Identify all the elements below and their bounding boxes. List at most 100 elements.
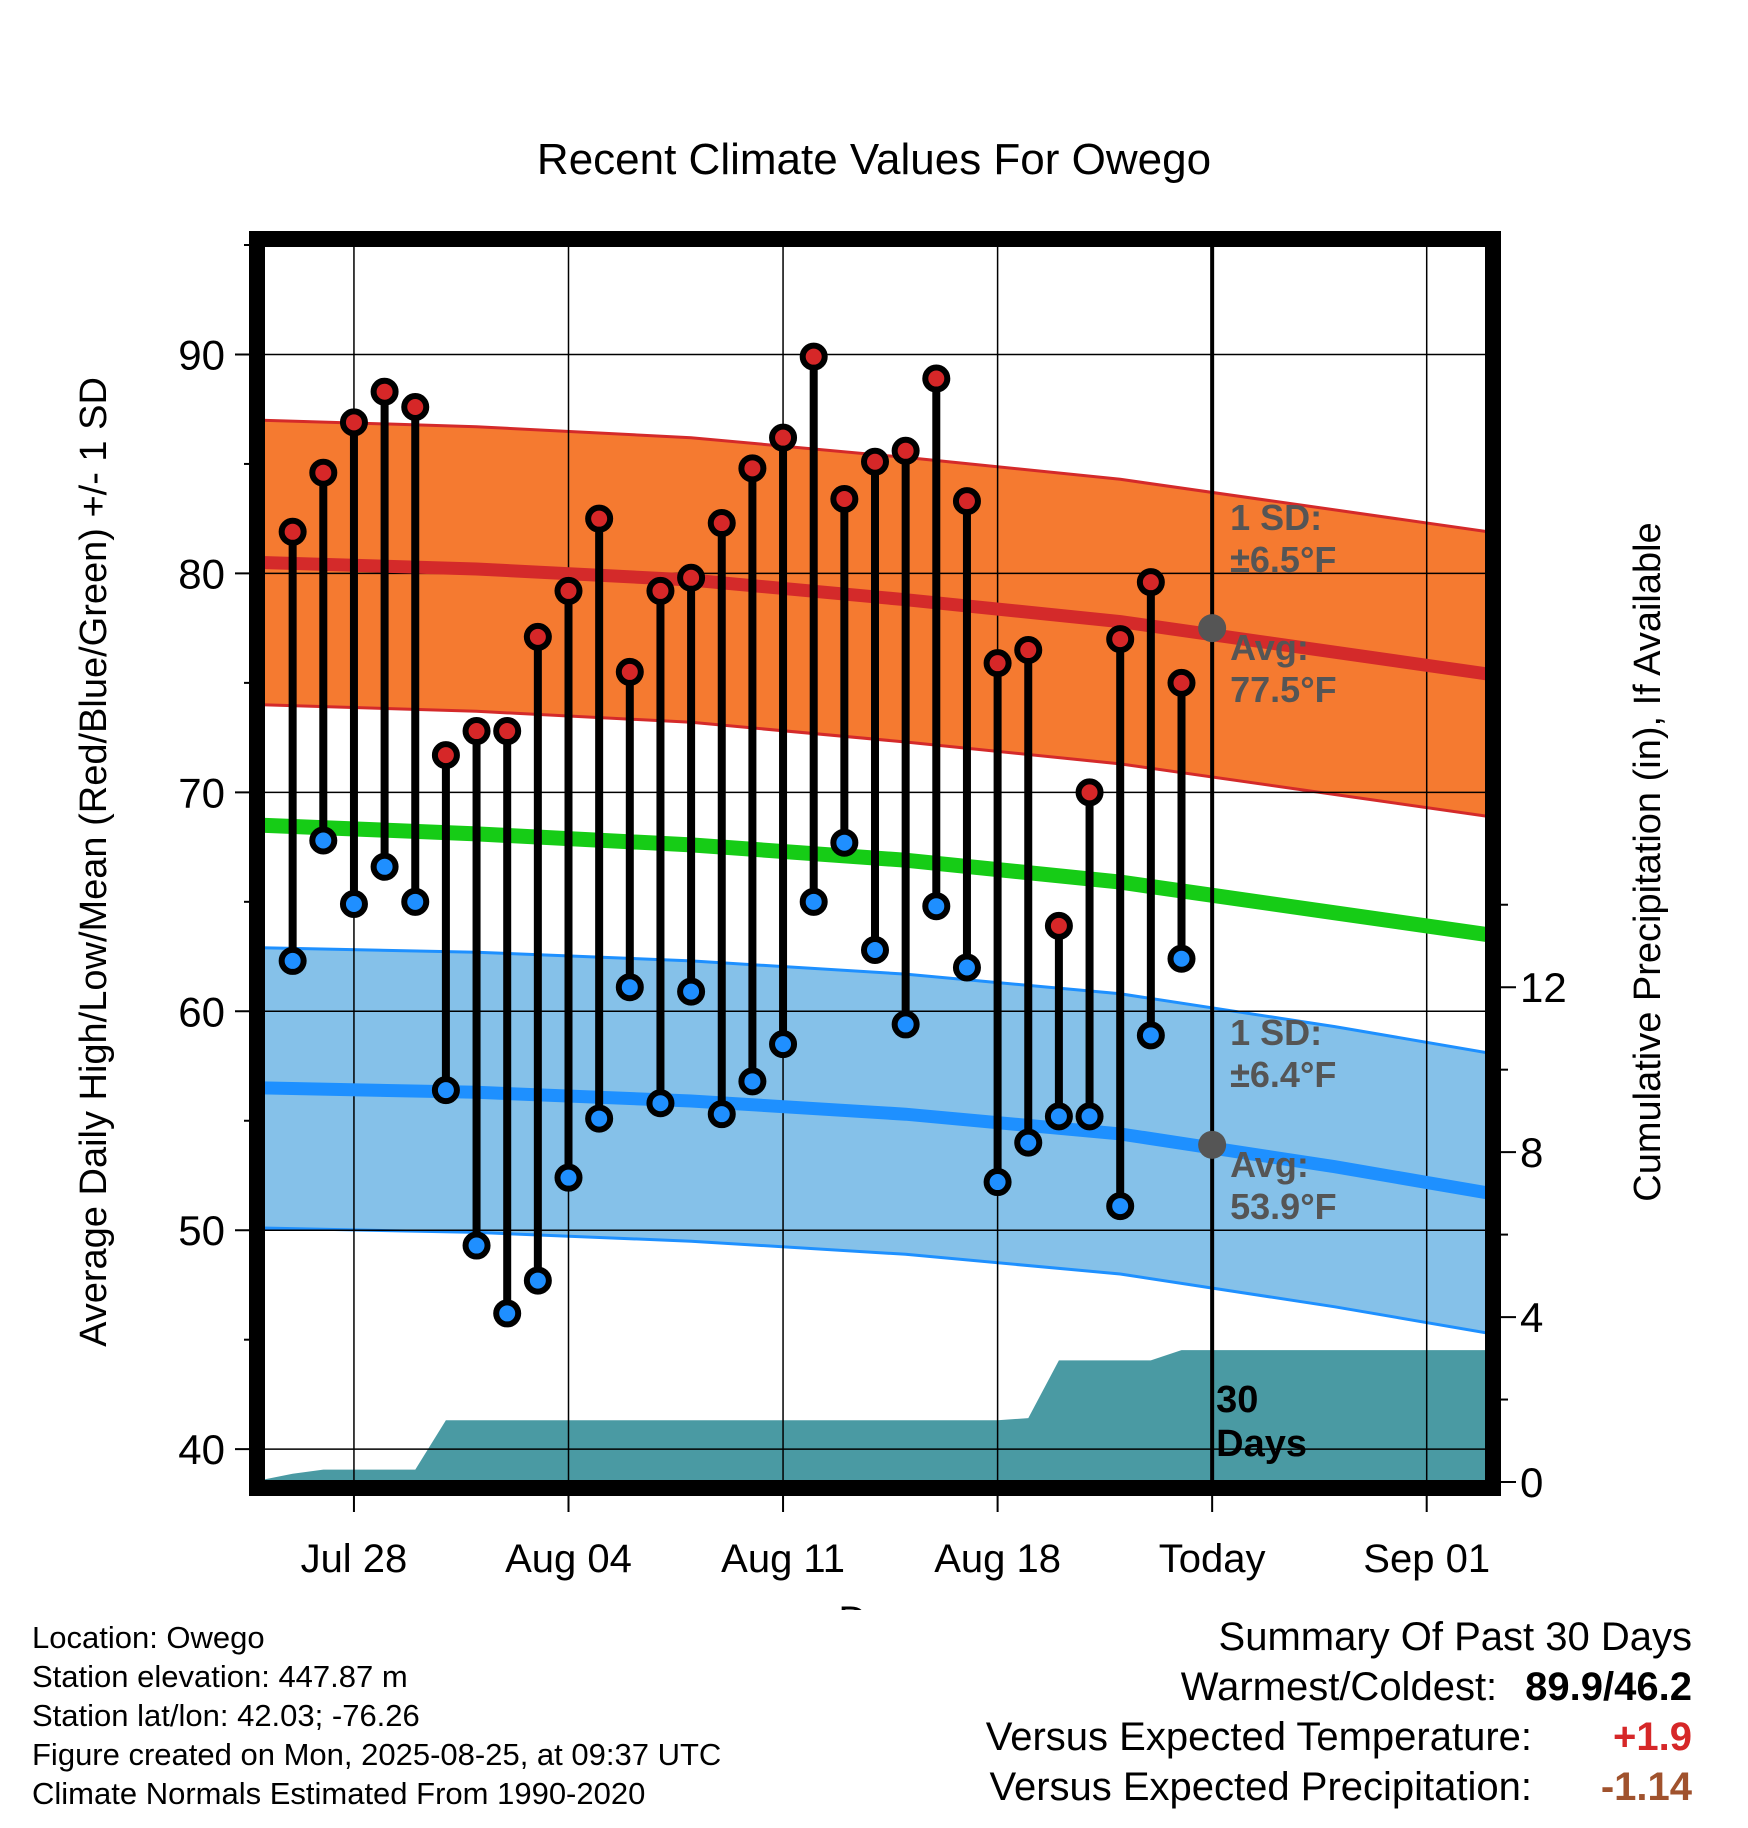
x-tick-label: Aug 18 (934, 1537, 1061, 1581)
low-avg-label-line2: 53.9°F (1230, 1186, 1336, 1227)
low-avg-label-line1: Avg: (1230, 1144, 1309, 1185)
low-point (554, 1163, 583, 1192)
low-point (278, 946, 307, 975)
low-point (738, 1067, 767, 1096)
high-point (891, 436, 920, 465)
plot-frame (249, 231, 1501, 1496)
station-info: Location: Owego Station elevation: 447.8… (32, 1618, 721, 1813)
created-text: Figure created on Mon, 2025-08-25, at 09… (32, 1737, 722, 1772)
high-point (769, 423, 798, 452)
y-tick-label: 60 (178, 988, 225, 1035)
high-point (309, 458, 338, 487)
low-point (1075, 1102, 1104, 1131)
low-sd-label-line2: ±6.4°F (1230, 1054, 1336, 1095)
temp-value: +1.9 (1613, 1715, 1692, 1759)
warm-cold-row: Warmest/Coldest: 89.9/46.2 (986, 1662, 1692, 1712)
low-point (462, 1231, 491, 1260)
y-tick-label: 40 (178, 1426, 225, 1473)
elevation-text: Station elevation: 447.87 m (32, 1659, 408, 1694)
low-point (339, 890, 368, 919)
normals-text: Climate Normals Estimated From 1990-2020 (32, 1776, 646, 1811)
y-tick-label: 70 (178, 769, 225, 816)
y2-tick-label: 4 (1520, 1294, 1543, 1341)
y2-tick-label: 12 (1520, 964, 1567, 1011)
temp-row: Versus Expected Temperature: +1.9 (986, 1712, 1692, 1762)
high-point (1014, 636, 1043, 665)
low-avg-marker (1198, 1130, 1227, 1159)
low-point (677, 977, 706, 1006)
plot-content (262, 245, 1488, 1482)
high-point (339, 408, 368, 437)
x-tick-label: Jul 28 (301, 1537, 408, 1581)
high-avg-marker (1198, 614, 1227, 643)
low-point (523, 1266, 552, 1295)
high-point (370, 377, 399, 406)
low-point (830, 828, 859, 857)
low-point (922, 892, 951, 921)
warm-cold-label: Warmest/Coldest: (1180, 1665, 1498, 1709)
x-axis-label: Day (838, 1599, 909, 1610)
high-point (401, 393, 430, 422)
low-point (799, 887, 828, 916)
summary-title: Summary Of Past 30 Days (1218, 1615, 1692, 1659)
low-point (493, 1299, 522, 1328)
high-point (861, 447, 889, 476)
high-point (738, 454, 767, 483)
high-point (646, 576, 675, 605)
low-point (861, 935, 889, 964)
days-label-line1: 30 (1216, 1379, 1258, 1421)
high-point (523, 622, 552, 651)
high-point (677, 563, 706, 592)
low-point (707, 1100, 736, 1129)
low-point (983, 1168, 1012, 1197)
high-point (278, 517, 307, 546)
y-tick-label: 80 (178, 550, 225, 597)
low-point (769, 1030, 798, 1059)
low-point (431, 1076, 460, 1105)
high-point (585, 504, 614, 533)
chart-title: Recent Climate Values For Owego (537, 135, 1211, 184)
low-sd-label-line1: 1 SD: (1230, 1012, 1322, 1053)
high-point (462, 717, 491, 746)
high-point (1106, 625, 1135, 654)
x-tick-label: Sep 01 (1363, 1537, 1490, 1581)
high-point (922, 364, 951, 393)
high-point (799, 342, 828, 371)
low-point (1167, 944, 1196, 973)
low-point (1136, 1021, 1165, 1050)
y2-axis-label: Cumulative Precipitation (in), If Availa… (1627, 522, 1669, 1201)
summary-panel: Summary Of Past 30 Days Warmest/Coldest:… (986, 1612, 1692, 1812)
location-text: Location: Owego (32, 1620, 265, 1655)
high-point (952, 487, 981, 516)
high-point (707, 509, 736, 538)
high-point (983, 649, 1012, 678)
low-point (401, 887, 430, 916)
high-point (1044, 911, 1073, 940)
low-point (1106, 1192, 1135, 1221)
high-point (615, 657, 644, 686)
high-point (554, 576, 583, 605)
x-tick-label: Aug 11 (721, 1537, 845, 1581)
days-label-line2: Days (1216, 1423, 1307, 1465)
precip-row: Versus Expected Precipitation: -1.14 (986, 1762, 1692, 1812)
temp-label: Versus Expected Temperature: (985, 1715, 1532, 1759)
precip-label: Versus Expected Precipitation: (989, 1765, 1532, 1809)
high-point (830, 484, 859, 513)
y-axis-label: Average Daily High/Low/Mean (Red/Blue/Gr… (73, 377, 115, 1347)
x-tick-label: Aug 04 (505, 1537, 632, 1581)
precip-value: -1.14 (1600, 1765, 1692, 1809)
low-point (1014, 1128, 1043, 1157)
low-point (370, 852, 399, 881)
low-point (891, 1010, 920, 1039)
high-point (493, 717, 522, 746)
climate-chart: Recent Climate Values For Owego 1 SD:±6.… (73, 135, 1669, 1610)
high-avg-label-line1: Avg: (1230, 627, 1309, 668)
high-point (1136, 568, 1165, 597)
y-tick-label: 50 (178, 1207, 225, 1254)
high-sd-label-line2: ±6.5°F (1230, 539, 1336, 580)
low-point (309, 826, 338, 855)
high-point (1167, 668, 1196, 697)
y-tick-label: 90 (178, 331, 225, 378)
high-sd-label-line1: 1 SD: (1230, 497, 1322, 538)
